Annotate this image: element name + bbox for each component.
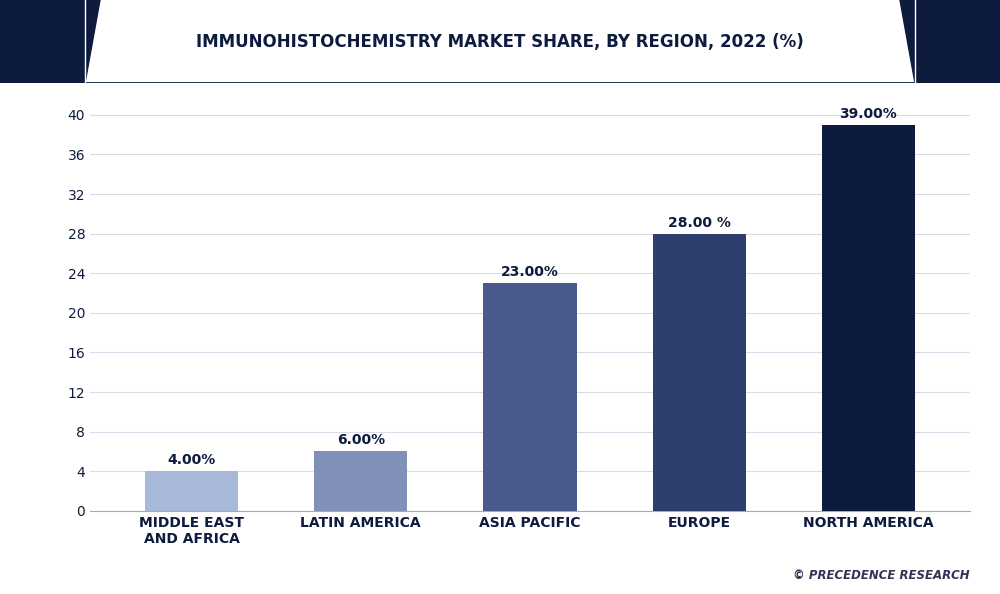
Text: IMMUNOHISTOCHEMISTRY MARKET SHARE, BY REGION, 2022 (%): IMMUNOHISTOCHEMISTRY MARKET SHARE, BY RE…: [196, 33, 804, 50]
Bar: [822, 125, 915, 511]
Text: © PRECEDENCE RESEARCH: © PRECEDENCE RESEARCH: [793, 569, 970, 582]
Polygon shape: [0, 0, 100, 83]
Text: 6.00%: 6.00%: [337, 434, 385, 447]
Text: 23.00%: 23.00%: [501, 265, 559, 279]
Text: 4.00%: 4.00%: [167, 453, 216, 467]
Bar: [653, 233, 746, 511]
Bar: [145, 471, 238, 511]
Bar: [314, 451, 407, 511]
Text: 28.00 %: 28.00 %: [668, 216, 731, 230]
Text: 39.00%: 39.00%: [840, 107, 897, 121]
Polygon shape: [900, 0, 1000, 83]
Bar: [483, 283, 577, 511]
